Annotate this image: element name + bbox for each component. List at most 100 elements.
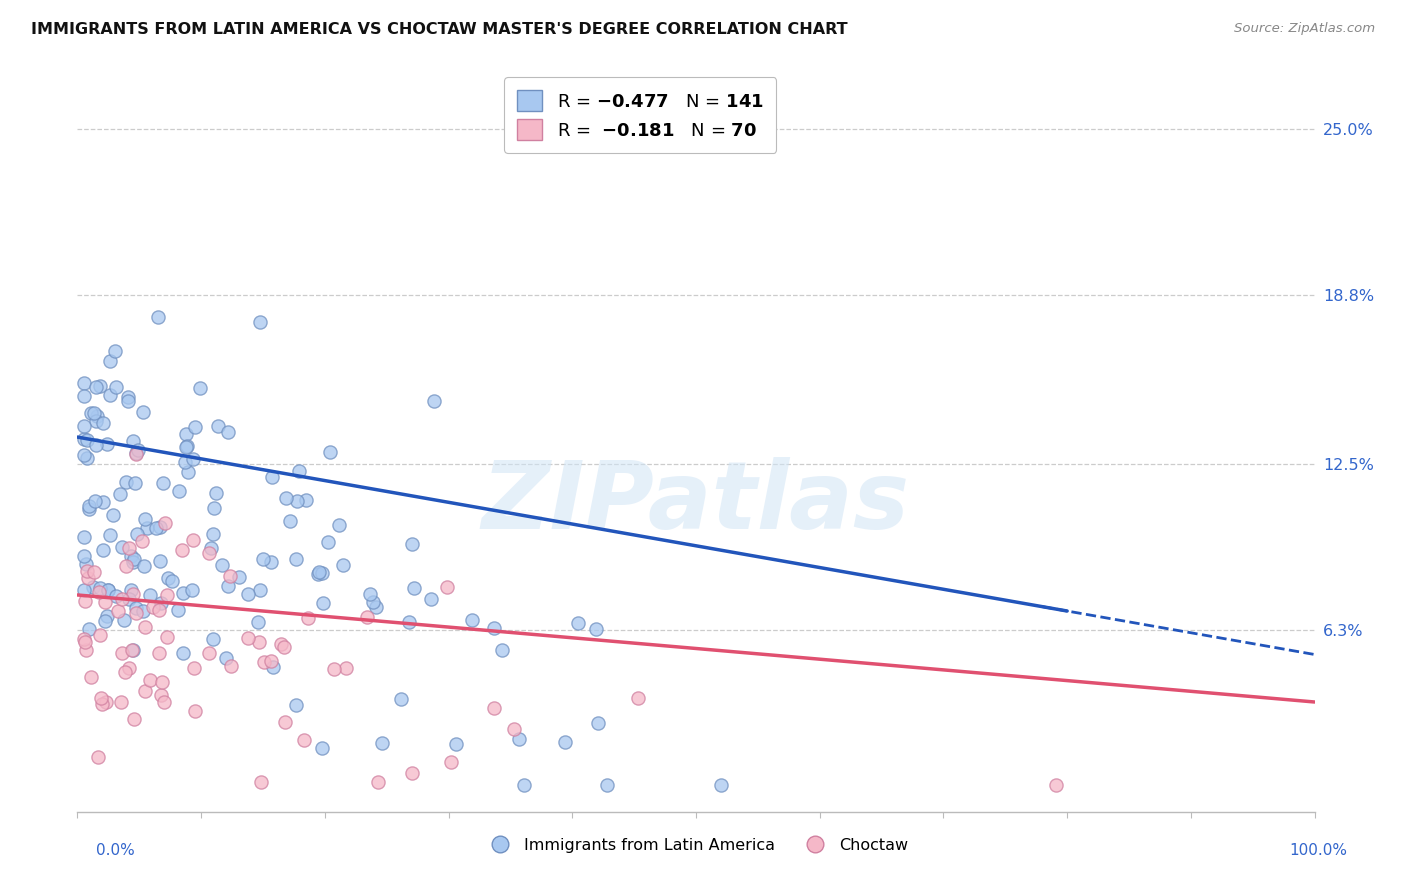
Point bbox=[149, 520, 172, 534]
Point bbox=[121, 555, 143, 569]
Point bbox=[228, 570, 250, 584]
Point bbox=[710, 778, 733, 792]
Text: Source: ZipAtlas.com: Source: ZipAtlas.com bbox=[1234, 22, 1375, 36]
Point bbox=[172, 542, 194, 557]
Point bbox=[122, 586, 145, 600]
Point bbox=[117, 390, 139, 404]
Point bbox=[77, 502, 100, 516]
Point bbox=[491, 643, 513, 657]
Point bbox=[401, 765, 423, 780]
Point bbox=[503, 722, 526, 736]
Point bbox=[217, 579, 239, 593]
Point bbox=[104, 589, 127, 603]
Point bbox=[89, 378, 111, 392]
Point bbox=[201, 527, 224, 541]
Point bbox=[127, 442, 149, 457]
Point bbox=[311, 596, 333, 610]
Point bbox=[72, 583, 94, 598]
Point bbox=[246, 615, 269, 629]
Point bbox=[90, 697, 112, 711]
Point bbox=[148, 646, 170, 660]
Point bbox=[72, 632, 94, 646]
Point bbox=[72, 419, 94, 434]
Point bbox=[142, 600, 165, 615]
Point bbox=[219, 659, 242, 673]
Point bbox=[586, 715, 609, 730]
Point bbox=[132, 405, 155, 419]
Point bbox=[285, 551, 308, 566]
Point bbox=[75, 558, 97, 572]
Point bbox=[104, 380, 127, 394]
Point bbox=[436, 580, 458, 594]
Point bbox=[297, 611, 319, 625]
Point bbox=[125, 446, 148, 460]
Point bbox=[72, 389, 94, 403]
Point bbox=[150, 596, 173, 610]
Point bbox=[249, 315, 271, 329]
Point bbox=[86, 409, 108, 423]
Point bbox=[260, 470, 283, 484]
Point bbox=[122, 552, 145, 566]
Point bbox=[125, 606, 148, 620]
Point bbox=[215, 650, 238, 665]
Point bbox=[274, 714, 297, 729]
Text: 0.0%: 0.0% bbox=[96, 843, 135, 858]
Point bbox=[440, 755, 463, 769]
Point bbox=[98, 528, 121, 542]
Point bbox=[252, 552, 274, 566]
Point bbox=[482, 621, 505, 635]
Point bbox=[110, 695, 132, 709]
Point bbox=[184, 420, 207, 434]
Point bbox=[422, 393, 444, 408]
Point bbox=[554, 735, 576, 749]
Point bbox=[118, 660, 141, 674]
Point bbox=[114, 665, 136, 679]
Point bbox=[288, 464, 311, 478]
Point bbox=[311, 741, 333, 756]
Point bbox=[153, 695, 176, 709]
Point bbox=[125, 527, 148, 541]
Point bbox=[398, 615, 420, 629]
Point bbox=[110, 592, 132, 607]
Point bbox=[238, 587, 260, 601]
Point bbox=[205, 486, 228, 500]
Point bbox=[364, 599, 387, 614]
Point bbox=[121, 643, 143, 657]
Point bbox=[308, 566, 330, 580]
Point bbox=[94, 695, 117, 709]
Point bbox=[176, 427, 198, 442]
Point bbox=[134, 558, 156, 573]
Point bbox=[136, 521, 159, 535]
Point bbox=[484, 700, 506, 714]
Point bbox=[184, 704, 207, 718]
Point bbox=[87, 585, 110, 599]
Point bbox=[444, 737, 467, 751]
Point bbox=[1045, 778, 1067, 792]
Point bbox=[207, 419, 229, 434]
Point bbox=[111, 646, 134, 660]
Point bbox=[156, 588, 179, 602]
Point bbox=[217, 425, 239, 439]
Point bbox=[97, 582, 120, 597]
Point bbox=[94, 595, 117, 609]
Point bbox=[134, 684, 156, 698]
Point bbox=[419, 592, 441, 607]
Point bbox=[80, 406, 103, 420]
Point bbox=[250, 775, 273, 789]
Point bbox=[89, 628, 111, 642]
Point bbox=[188, 381, 211, 395]
Point bbox=[262, 660, 284, 674]
Point bbox=[156, 630, 179, 644]
Point bbox=[276, 491, 298, 505]
Point bbox=[181, 583, 204, 598]
Point bbox=[260, 654, 283, 668]
Point bbox=[323, 662, 346, 676]
Text: ZIPatlas: ZIPatlas bbox=[482, 457, 910, 549]
Point bbox=[294, 493, 316, 508]
Legend: Immigrants from Latin America, Choctaw: Immigrants from Latin America, Choctaw bbox=[478, 831, 914, 859]
Point bbox=[238, 631, 260, 645]
Point bbox=[219, 569, 242, 583]
Point bbox=[84, 380, 107, 394]
Point bbox=[100, 354, 122, 368]
Point bbox=[73, 432, 96, 446]
